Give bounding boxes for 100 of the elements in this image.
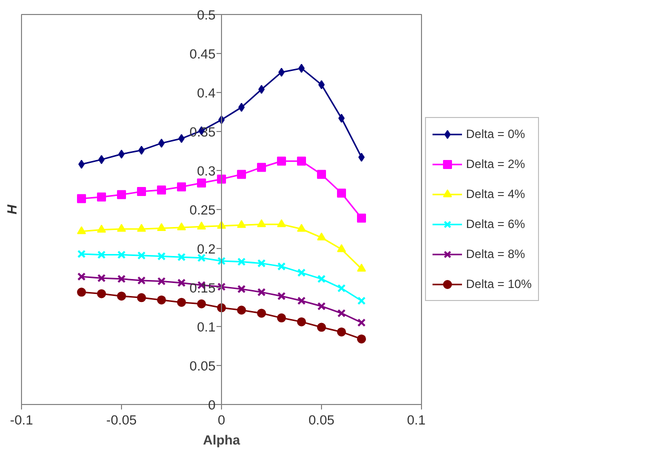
point: [257, 219, 266, 228]
point: [237, 284, 246, 294]
point: [237, 170, 246, 179]
point: [117, 250, 126, 259]
point: [318, 80, 325, 90]
point: [157, 223, 166, 232]
point: [357, 214, 366, 223]
point: [217, 282, 226, 291]
point: [338, 114, 345, 123]
y-tick-label: 0.3: [196, 164, 216, 178]
point: [117, 190, 126, 200]
y-tick-label: 0.05: [190, 358, 216, 374]
point: [77, 272, 86, 281]
point: [137, 293, 146, 302]
point: [197, 222, 206, 230]
point: [317, 274, 326, 284]
point: [117, 224, 126, 232]
point: [298, 64, 305, 73]
point: [177, 182, 186, 192]
point: [257, 259, 266, 268]
point: [317, 232, 326, 240]
x-axis-title: Alpha: [202, 432, 241, 448]
point: [337, 309, 346, 318]
legend-label: Delta = 2%: [466, 157, 526, 171]
point: [277, 219, 286, 228]
point: [197, 254, 206, 262]
x-tick-label: 0.1: [406, 412, 426, 428]
point: [97, 250, 106, 259]
point: [357, 296, 366, 305]
y-tick-label: 0.4: [196, 86, 216, 100]
point: [197, 299, 206, 308]
point: [297, 268, 306, 277]
legend-label: Delta = 0%: [466, 127, 526, 141]
point: [357, 334, 366, 344]
point: [137, 276, 146, 285]
point: [137, 224, 146, 232]
point: [317, 322, 326, 332]
point: [297, 156, 306, 166]
point: [197, 178, 206, 188]
point: [257, 308, 266, 318]
point: [158, 138, 165, 148]
point: [177, 222, 186, 230]
point: [118, 150, 125, 159]
point: [358, 152, 365, 162]
point: [317, 170, 326, 179]
point: [337, 188, 346, 198]
point: [297, 317, 306, 326]
point: [97, 289, 106, 298]
point: [177, 278, 186, 287]
point: [177, 252, 186, 262]
point: [277, 313, 286, 322]
point: [237, 258, 246, 266]
point: [297, 224, 306, 232]
point: [97, 224, 106, 233]
point: [277, 262, 286, 271]
point: [277, 292, 286, 300]
point: [357, 264, 366, 272]
point: [277, 156, 286, 166]
point: [178, 134, 185, 144]
point: [337, 327, 346, 336]
y-tick-label: 0.25: [190, 202, 216, 218]
point: [78, 160, 85, 169]
point: [117, 274, 126, 284]
legend-label: Delta = 10%: [466, 277, 532, 291]
point: [77, 226, 86, 234]
point: [77, 250, 86, 258]
point: [77, 288, 86, 297]
point: [337, 284, 346, 292]
legend-label: Delta = 8%: [466, 247, 526, 261]
point: [138, 146, 145, 155]
point: [278, 68, 285, 77]
y-tick-label: 0.2: [196, 242, 216, 256]
y-axis-title: H: [4, 204, 20, 214]
point: [117, 292, 126, 301]
point: [97, 274, 106, 282]
legend-label: Delta = 6%: [466, 217, 526, 231]
x-tick-label: -0.05: [106, 412, 137, 428]
point: [357, 318, 366, 327]
x-tick-label: 0.05: [308, 412, 334, 428]
point: [317, 302, 326, 310]
y-tick-label: 0.1: [196, 320, 216, 334]
point: [98, 155, 105, 164]
point: [257, 162, 266, 172]
legend-label: Delta = 4%: [466, 187, 526, 201]
y-tick-label: 0.45: [190, 46, 216, 62]
point: [137, 251, 146, 260]
point: [217, 256, 226, 266]
point: [157, 295, 166, 304]
point: [237, 306, 246, 315]
x-tick-label: -0.1: [10, 412, 33, 428]
point: [157, 277, 166, 286]
point: [238, 102, 245, 112]
point: [157, 252, 166, 260]
point: [257, 288, 266, 296]
point: [337, 244, 346, 252]
point: [237, 220, 246, 228]
point: [97, 192, 106, 202]
point: [297, 296, 306, 305]
point: [77, 194, 86, 204]
x-tick-label: 0: [218, 412, 226, 428]
